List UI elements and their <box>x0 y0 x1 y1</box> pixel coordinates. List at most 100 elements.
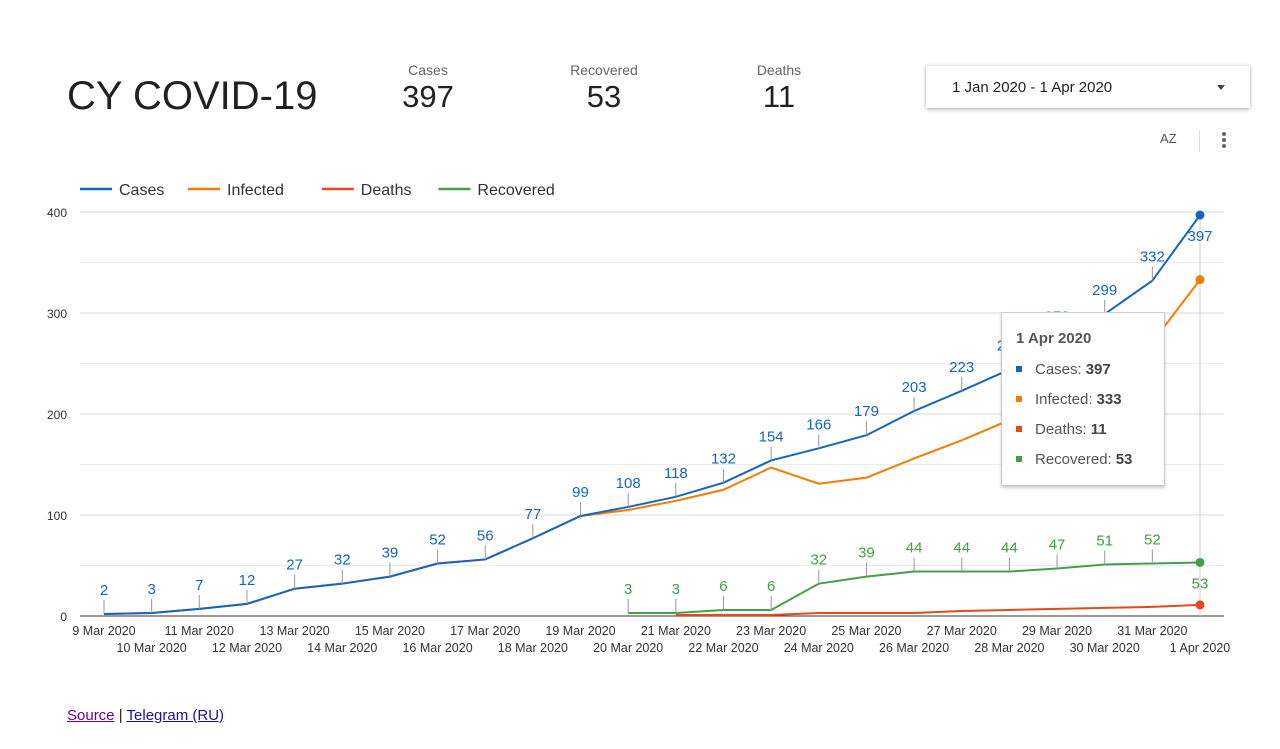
legend-label: Deaths <box>361 182 412 199</box>
date-range-picker[interactable]: 1 Jan 2020 - 1 Apr 2020 <box>926 66 1250 108</box>
y-tick-label: 100 <box>47 509 67 523</box>
data-label-recovered: 44 <box>906 540 923 557</box>
more-options-icon[interactable] <box>1222 132 1226 150</box>
data-label-recovered: 44 <box>1001 540 1018 557</box>
data-label-cases: 99 <box>572 484 589 501</box>
data-label-cases: 3 <box>147 581 155 598</box>
x-tick-label: 24 Mar 2020 <box>784 641 854 655</box>
toolbar-divider <box>1199 130 1200 152</box>
x-tick-label: 31 Mar 2020 <box>1117 624 1187 638</box>
data-label-recovered: 47 <box>1049 537 1066 554</box>
x-tick-label: 21 Mar 2020 <box>641 624 711 638</box>
data-label-cases: 77 <box>525 506 542 523</box>
tooltip-row-recovered: Recovered: 53 <box>1016 450 1164 468</box>
data-point-infected <box>1195 275 1205 285</box>
kpi-value: 11 <box>762 79 796 114</box>
kpi-value: 397 <box>402 79 454 114</box>
data-label-cases: 52 <box>429 531 446 548</box>
x-tick-label: 18 Mar 2020 <box>498 641 568 655</box>
x-tick-label: 12 Mar 2020 <box>212 641 282 655</box>
kpi-label: Cases <box>408 62 448 78</box>
tooltip-title: 1 Apr 2020 <box>1016 330 1092 347</box>
data-label-recovered: 51 <box>1096 532 1113 549</box>
tooltip-label: Recovered: <box>1035 450 1112 468</box>
kpi-label: Recovered <box>570 62 638 78</box>
source-link[interactable]: Source <box>67 707 115 724</box>
x-tick-label: 14 Mar 2020 <box>307 641 377 655</box>
tooltip-row-infected: Infected: 333 <box>1016 390 1164 408</box>
x-tick-label: 27 Mar 2020 <box>927 624 997 638</box>
x-tick-label: 28 Mar 2020 <box>974 641 1044 655</box>
x-tick-label: 15 Mar 2020 <box>355 624 425 638</box>
x-tick-label: 13 Mar 2020 <box>260 624 330 638</box>
chart-tooltip: 1 Apr 2020 Cases: 397 Infected: 333 Deaths… <box>1001 312 1165 486</box>
data-label-cases: 27 <box>286 557 303 574</box>
data-label-cases: 132 <box>711 451 736 468</box>
legend-square-icon <box>1016 366 1022 372</box>
data-label-cases: 332 <box>1140 249 1165 266</box>
date-range-value: 1 Jan 2020 - 1 Apr 2020 <box>952 78 1113 96</box>
x-tick-label: 10 Mar 2020 <box>117 641 187 655</box>
kpi-value: 53 <box>586 79 622 114</box>
data-label-recovered: 3 <box>672 581 680 598</box>
data-label-cases: 223 <box>949 359 974 376</box>
x-tick-label: 1 Apr 2020 <box>1170 641 1231 655</box>
data-label-cases: 108 <box>616 475 641 492</box>
data-label-cases: 397 <box>1187 228 1212 245</box>
data-label-recovered: 3 <box>624 581 632 598</box>
telegram-link[interactable]: Telegram (RU) <box>126 707 225 724</box>
footer-separator: | <box>118 707 123 724</box>
legend-label: Recovered <box>477 182 554 199</box>
data-label-cases: 39 <box>382 545 399 562</box>
data-label-cases: 166 <box>806 416 831 433</box>
data-point-cases <box>1195 210 1205 220</box>
legend-label: Cases <box>119 182 164 199</box>
data-label-recovered: 6 <box>719 578 727 595</box>
tooltip-value: 333 <box>1096 390 1122 408</box>
dropdown-caret-icon <box>1217 84 1225 90</box>
data-label-recovered: 44 <box>953 540 970 557</box>
x-tick-label: 25 Mar 2020 <box>831 624 901 638</box>
data-label-recovered: 32 <box>810 552 827 569</box>
x-tick-label: 23 Mar 2020 <box>736 624 806 638</box>
data-label-cases: 7 <box>195 577 203 594</box>
data-point-recovered <box>1195 557 1205 567</box>
data-label-cases: 203 <box>902 379 927 396</box>
x-tick-label: 26 Mar 2020 <box>879 641 949 655</box>
y-tick-label: 0 <box>60 610 67 624</box>
footer: Source | Telegram (RU) <box>67 707 224 724</box>
data-label-recovered: 53 <box>1192 575 1209 592</box>
legend-square-icon <box>1016 426 1022 432</box>
legend-label: Infected <box>227 182 284 199</box>
x-tick-label: 19 Mar 2020 <box>545 624 615 638</box>
sort-az-icon[interactable]: AZ <box>1160 131 1177 146</box>
tooltip-value: 397 <box>1085 360 1111 378</box>
legend-square-icon <box>1016 396 1022 402</box>
series-line-deaths <box>675 603 1201 616</box>
y-tick-label: 400 <box>47 206 67 220</box>
x-tick-label: 20 Mar 2020 <box>593 641 663 655</box>
data-label-cases: 154 <box>759 428 784 445</box>
tooltip-label: Cases: <box>1035 360 1082 378</box>
data-label-recovered: 39 <box>858 545 875 562</box>
tooltip-label: Deaths: <box>1035 420 1087 438</box>
legend-square-icon <box>1016 456 1022 462</box>
x-tick-label: 29 Mar 2020 <box>1022 624 1092 638</box>
kpi-label: Deaths <box>756 62 802 78</box>
data-label-recovered: 52 <box>1144 531 1161 548</box>
x-tick-label: 9 Mar 2020 <box>72 624 135 638</box>
x-tick-label: 22 Mar 2020 <box>688 641 758 655</box>
data-label-cases: 179 <box>854 403 879 420</box>
tooltip-row-cases: Cases: 397 <box>1016 360 1164 378</box>
x-tick-label: 16 Mar 2020 <box>402 641 472 655</box>
tooltip-label: Infected: <box>1035 390 1093 408</box>
data-label-recovered: 6 <box>767 578 775 595</box>
kpi-cases: Cases 397 <box>368 62 488 115</box>
data-label-cases: 32 <box>334 552 351 569</box>
y-tick-label: 300 <box>47 307 67 321</box>
data-point-deaths <box>1195 600 1205 610</box>
tooltip-row-deaths: Deaths: 11 <box>1016 420 1164 438</box>
data-label-cases: 118 <box>664 465 688 482</box>
data-label-cases: 2 <box>100 582 108 599</box>
